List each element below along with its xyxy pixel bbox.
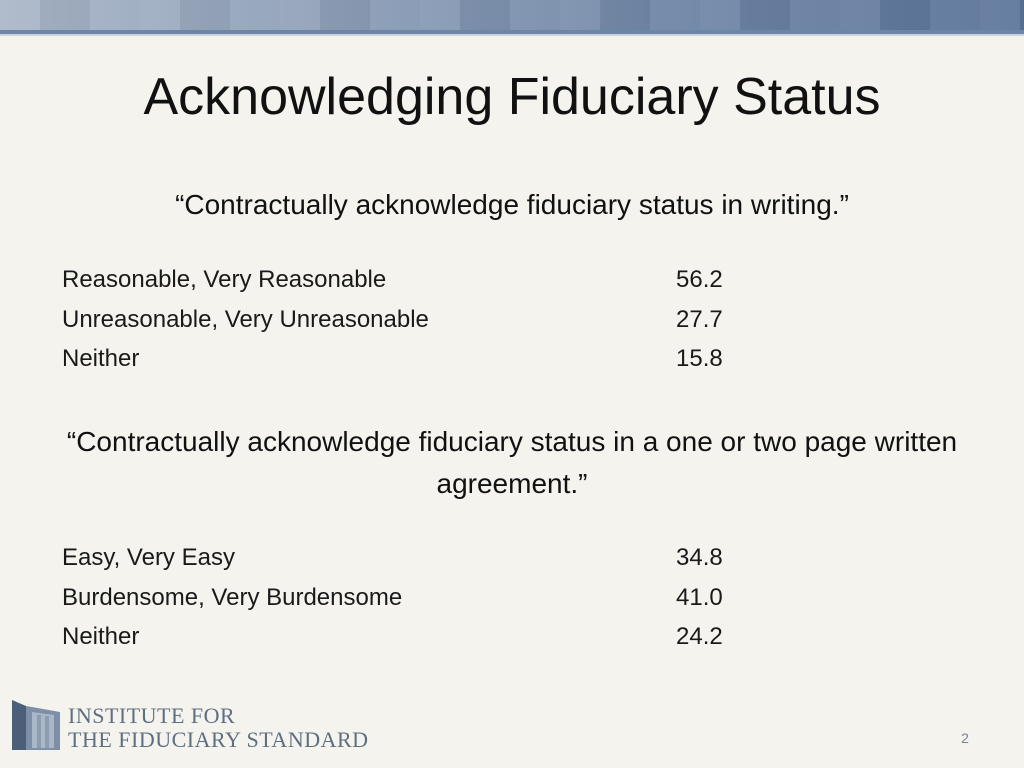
row-label: Reasonable, Very Reasonable <box>62 266 387 293</box>
logo-text: Institute for the Fiduciary Standard <box>68 704 369 752</box>
page-number: 2 <box>961 730 969 746</box>
row-value: 34.8 <box>676 544 723 571</box>
row-value: 27.7 <box>676 306 723 333</box>
row-label: Easy, Very Easy <box>62 544 235 571</box>
row-value: 41.0 <box>676 584 723 611</box>
header-band <box>0 0 1024 30</box>
table-row: Burdensome, Very Burdensome 41.0 <box>62 578 762 618</box>
row-label: Neither <box>62 623 140 650</box>
quote-written-acknowledgment: “Contractually acknowledge fiduciary sta… <box>175 189 849 220</box>
table-row: Unreasonable, Very Unreasonable 27.7 <box>62 300 762 340</box>
row-value: 56.2 <box>676 266 723 293</box>
table-row: Easy, Very Easy 34.8 <box>62 538 762 578</box>
row-value: 24.2 <box>676 623 723 650</box>
row-label: Neither <box>62 345 140 372</box>
logo-line-2: the Fiduciary Standard <box>68 727 369 752</box>
table-row: Reasonable, Very Reasonable 56.2 <box>62 260 762 300</box>
slide-title: Acknowledging Fiduciary Status <box>143 68 881 126</box>
table-row: Neither 15.8 <box>62 339 762 379</box>
institute-logo: Institute for the Fiduciary Standard <box>10 694 368 754</box>
columns-logo-icon <box>12 700 60 750</box>
table-row: Neither 24.2 <box>62 617 762 657</box>
header-rule-light <box>0 34 1024 36</box>
quote-one-two-page-agreement: “Contractually acknowledge fiduciary sta… <box>66 426 958 499</box>
row-value: 15.8 <box>676 345 723 372</box>
logo-line-1: Institute for <box>68 703 236 728</box>
row-label: Unreasonable, Very Unreasonable <box>62 306 429 333</box>
row-label: Burdensome, Very Burdensome <box>62 584 403 611</box>
header-rule <box>0 30 1024 34</box>
